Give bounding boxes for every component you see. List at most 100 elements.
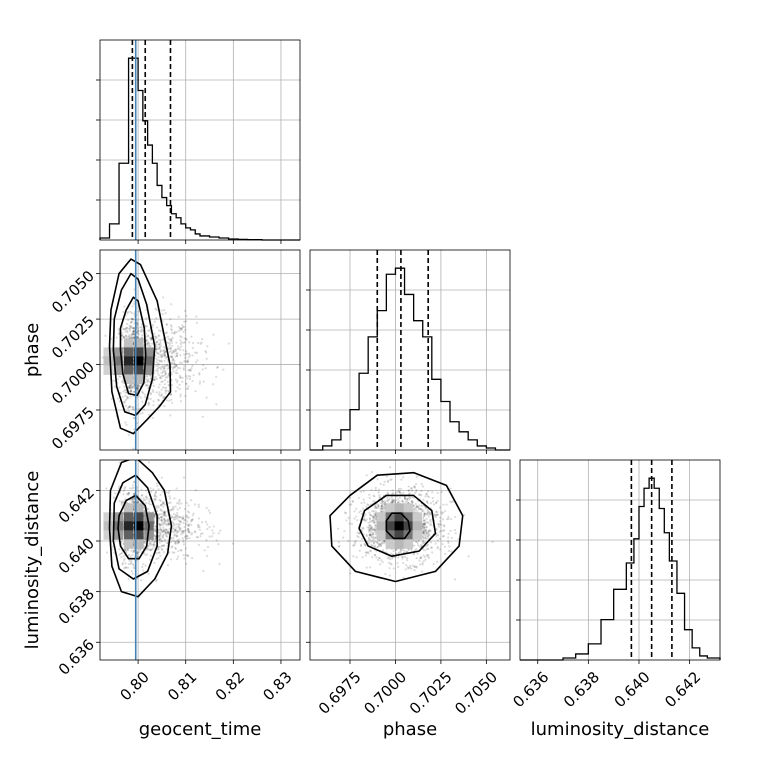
sample-point xyxy=(440,529,443,532)
sample-point xyxy=(156,352,159,355)
sample-point xyxy=(173,551,176,554)
sample-point xyxy=(128,406,132,409)
sample-point xyxy=(402,562,405,565)
sample-point xyxy=(185,534,189,538)
sample-point xyxy=(130,384,133,387)
sample-point xyxy=(165,364,169,367)
sample-point xyxy=(121,562,125,565)
sample-point xyxy=(171,521,175,524)
sample-point xyxy=(197,517,201,520)
sample-point xyxy=(163,353,166,356)
sample-point xyxy=(439,516,442,519)
sample-point xyxy=(140,326,143,329)
sample-point xyxy=(441,542,444,546)
sample-point xyxy=(177,516,181,519)
sample-point xyxy=(156,362,159,365)
sample-point xyxy=(136,385,140,388)
sample-point xyxy=(212,532,215,535)
sample-point xyxy=(421,510,424,513)
sample-point xyxy=(427,533,431,536)
ytick-label: 0.640 xyxy=(55,534,98,577)
sample-point xyxy=(136,335,139,339)
sample-point xyxy=(132,416,135,420)
contour-line-1 xyxy=(358,494,437,558)
ylabel-phase: phase xyxy=(22,323,43,377)
sample-point xyxy=(127,493,130,496)
sample-point xyxy=(407,548,410,552)
sample-point xyxy=(383,480,386,483)
sample-point xyxy=(158,359,161,362)
sample-point xyxy=(147,545,150,548)
sample-point xyxy=(117,487,120,490)
sample-point xyxy=(164,372,167,375)
sample-point xyxy=(150,544,153,547)
sample-point xyxy=(359,509,362,513)
sample-point xyxy=(178,500,181,503)
sample-point xyxy=(157,556,160,560)
sample-point xyxy=(131,553,134,557)
sample-point xyxy=(180,549,183,552)
sample-point xyxy=(398,490,402,494)
sample-point xyxy=(415,540,418,544)
sample-point xyxy=(176,366,180,369)
density-cell xyxy=(134,365,144,375)
sample-point xyxy=(181,517,184,520)
sample-point xyxy=(412,544,416,547)
sample-point xyxy=(415,557,418,560)
sample-point xyxy=(337,527,340,530)
sample-point xyxy=(146,379,149,382)
sample-point xyxy=(372,528,375,531)
histogram-bin xyxy=(395,268,404,450)
sample-point xyxy=(171,401,174,404)
sample-point xyxy=(136,324,139,327)
sample-point xyxy=(164,514,167,517)
sample-point xyxy=(420,482,423,486)
sample-point xyxy=(421,530,425,533)
sample-point xyxy=(170,546,173,549)
sample-point xyxy=(137,384,140,387)
sample-point xyxy=(449,487,452,490)
sample-point xyxy=(169,347,172,350)
sample-point xyxy=(408,495,411,499)
sample-point xyxy=(425,531,429,535)
sample-point xyxy=(130,500,133,503)
sample-point xyxy=(126,548,129,551)
sample-point xyxy=(428,534,431,537)
sample-point xyxy=(162,396,165,400)
sample-point xyxy=(140,328,144,331)
sample-point xyxy=(206,523,209,526)
sample-point xyxy=(148,345,151,348)
sample-point xyxy=(353,541,356,544)
sample-point xyxy=(374,513,377,516)
sample-point xyxy=(130,318,134,321)
xtick-label: 0.7000 xyxy=(360,668,410,718)
sample-point xyxy=(133,330,136,333)
sample-point xyxy=(136,551,139,555)
sample-point xyxy=(373,553,377,557)
sample-point xyxy=(370,514,374,518)
sample-point xyxy=(425,544,429,547)
sample-point xyxy=(168,348,171,351)
sample-point xyxy=(362,527,365,530)
sample-point xyxy=(142,569,145,572)
sample-point xyxy=(440,490,443,494)
sample-point xyxy=(379,542,382,545)
sample-point xyxy=(371,539,375,542)
sample-point xyxy=(136,498,139,502)
sample-point xyxy=(177,329,181,332)
sample-point xyxy=(127,562,131,566)
sample-point xyxy=(194,531,197,534)
sample-point xyxy=(136,318,139,322)
sample-point xyxy=(130,320,134,323)
sample-point xyxy=(146,378,150,381)
sample-point xyxy=(217,543,220,546)
sample-point xyxy=(166,335,170,339)
sample-point xyxy=(163,353,167,356)
sample-point xyxy=(153,493,157,496)
sample-point xyxy=(152,488,155,491)
sample-point xyxy=(403,496,406,500)
histogram-bin xyxy=(152,163,157,240)
sample-point xyxy=(170,329,174,332)
sample-point xyxy=(149,503,152,506)
